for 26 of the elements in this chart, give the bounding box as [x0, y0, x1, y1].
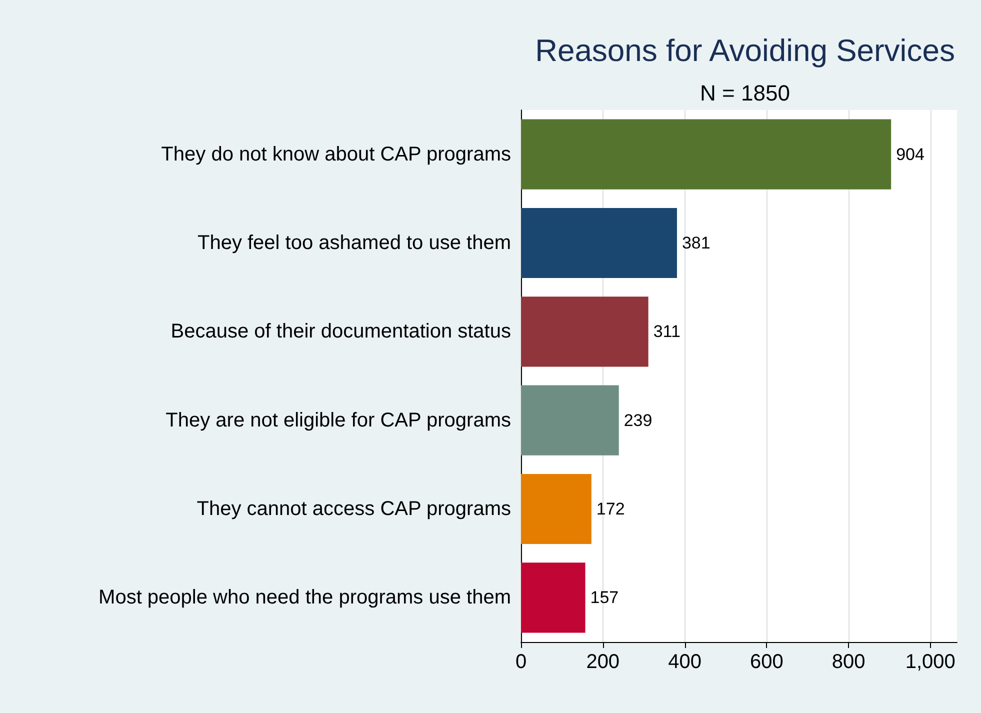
y-tick-label: They do not know about CAP programs: [161, 143, 511, 166]
bar: [521, 119, 892, 190]
x-tick-label: 800: [832, 651, 866, 673]
y-tick-label: They cannot access CAP programs: [196, 498, 511, 520]
y-tick-label: They are not eligible for CAP programs: [166, 409, 511, 432]
x-tick-label: 600: [750, 651, 784, 673]
x-tick-label: 200: [586, 651, 620, 673]
data-label: 381: [682, 234, 710, 252]
data-label: 904: [896, 144, 924, 164]
data-label: 172: [596, 500, 625, 518]
y-tick-label: Most people who need the programs use them: [98, 586, 511, 609]
x-tick-label: 1,000: [905, 651, 956, 673]
bar: [521, 208, 677, 278]
bar: [521, 474, 592, 544]
data-label: 157: [590, 588, 619, 608]
data-label: 239: [624, 410, 652, 430]
bar: [521, 562, 586, 633]
y-tick-label: Because of their documentation status: [170, 320, 511, 343]
chart-subtitle: N = 1850: [700, 80, 790, 106]
bar: [521, 385, 619, 456]
bar: [521, 296, 648, 367]
x-tick-label: 400: [668, 651, 702, 673]
x-tick-label: 0: [515, 651, 527, 673]
y-tick-label: They feel too ashamed to use them: [197, 232, 511, 254]
chart-title: Reasons for Avoiding Services: [535, 33, 955, 68]
data-label: 311: [653, 322, 680, 342]
